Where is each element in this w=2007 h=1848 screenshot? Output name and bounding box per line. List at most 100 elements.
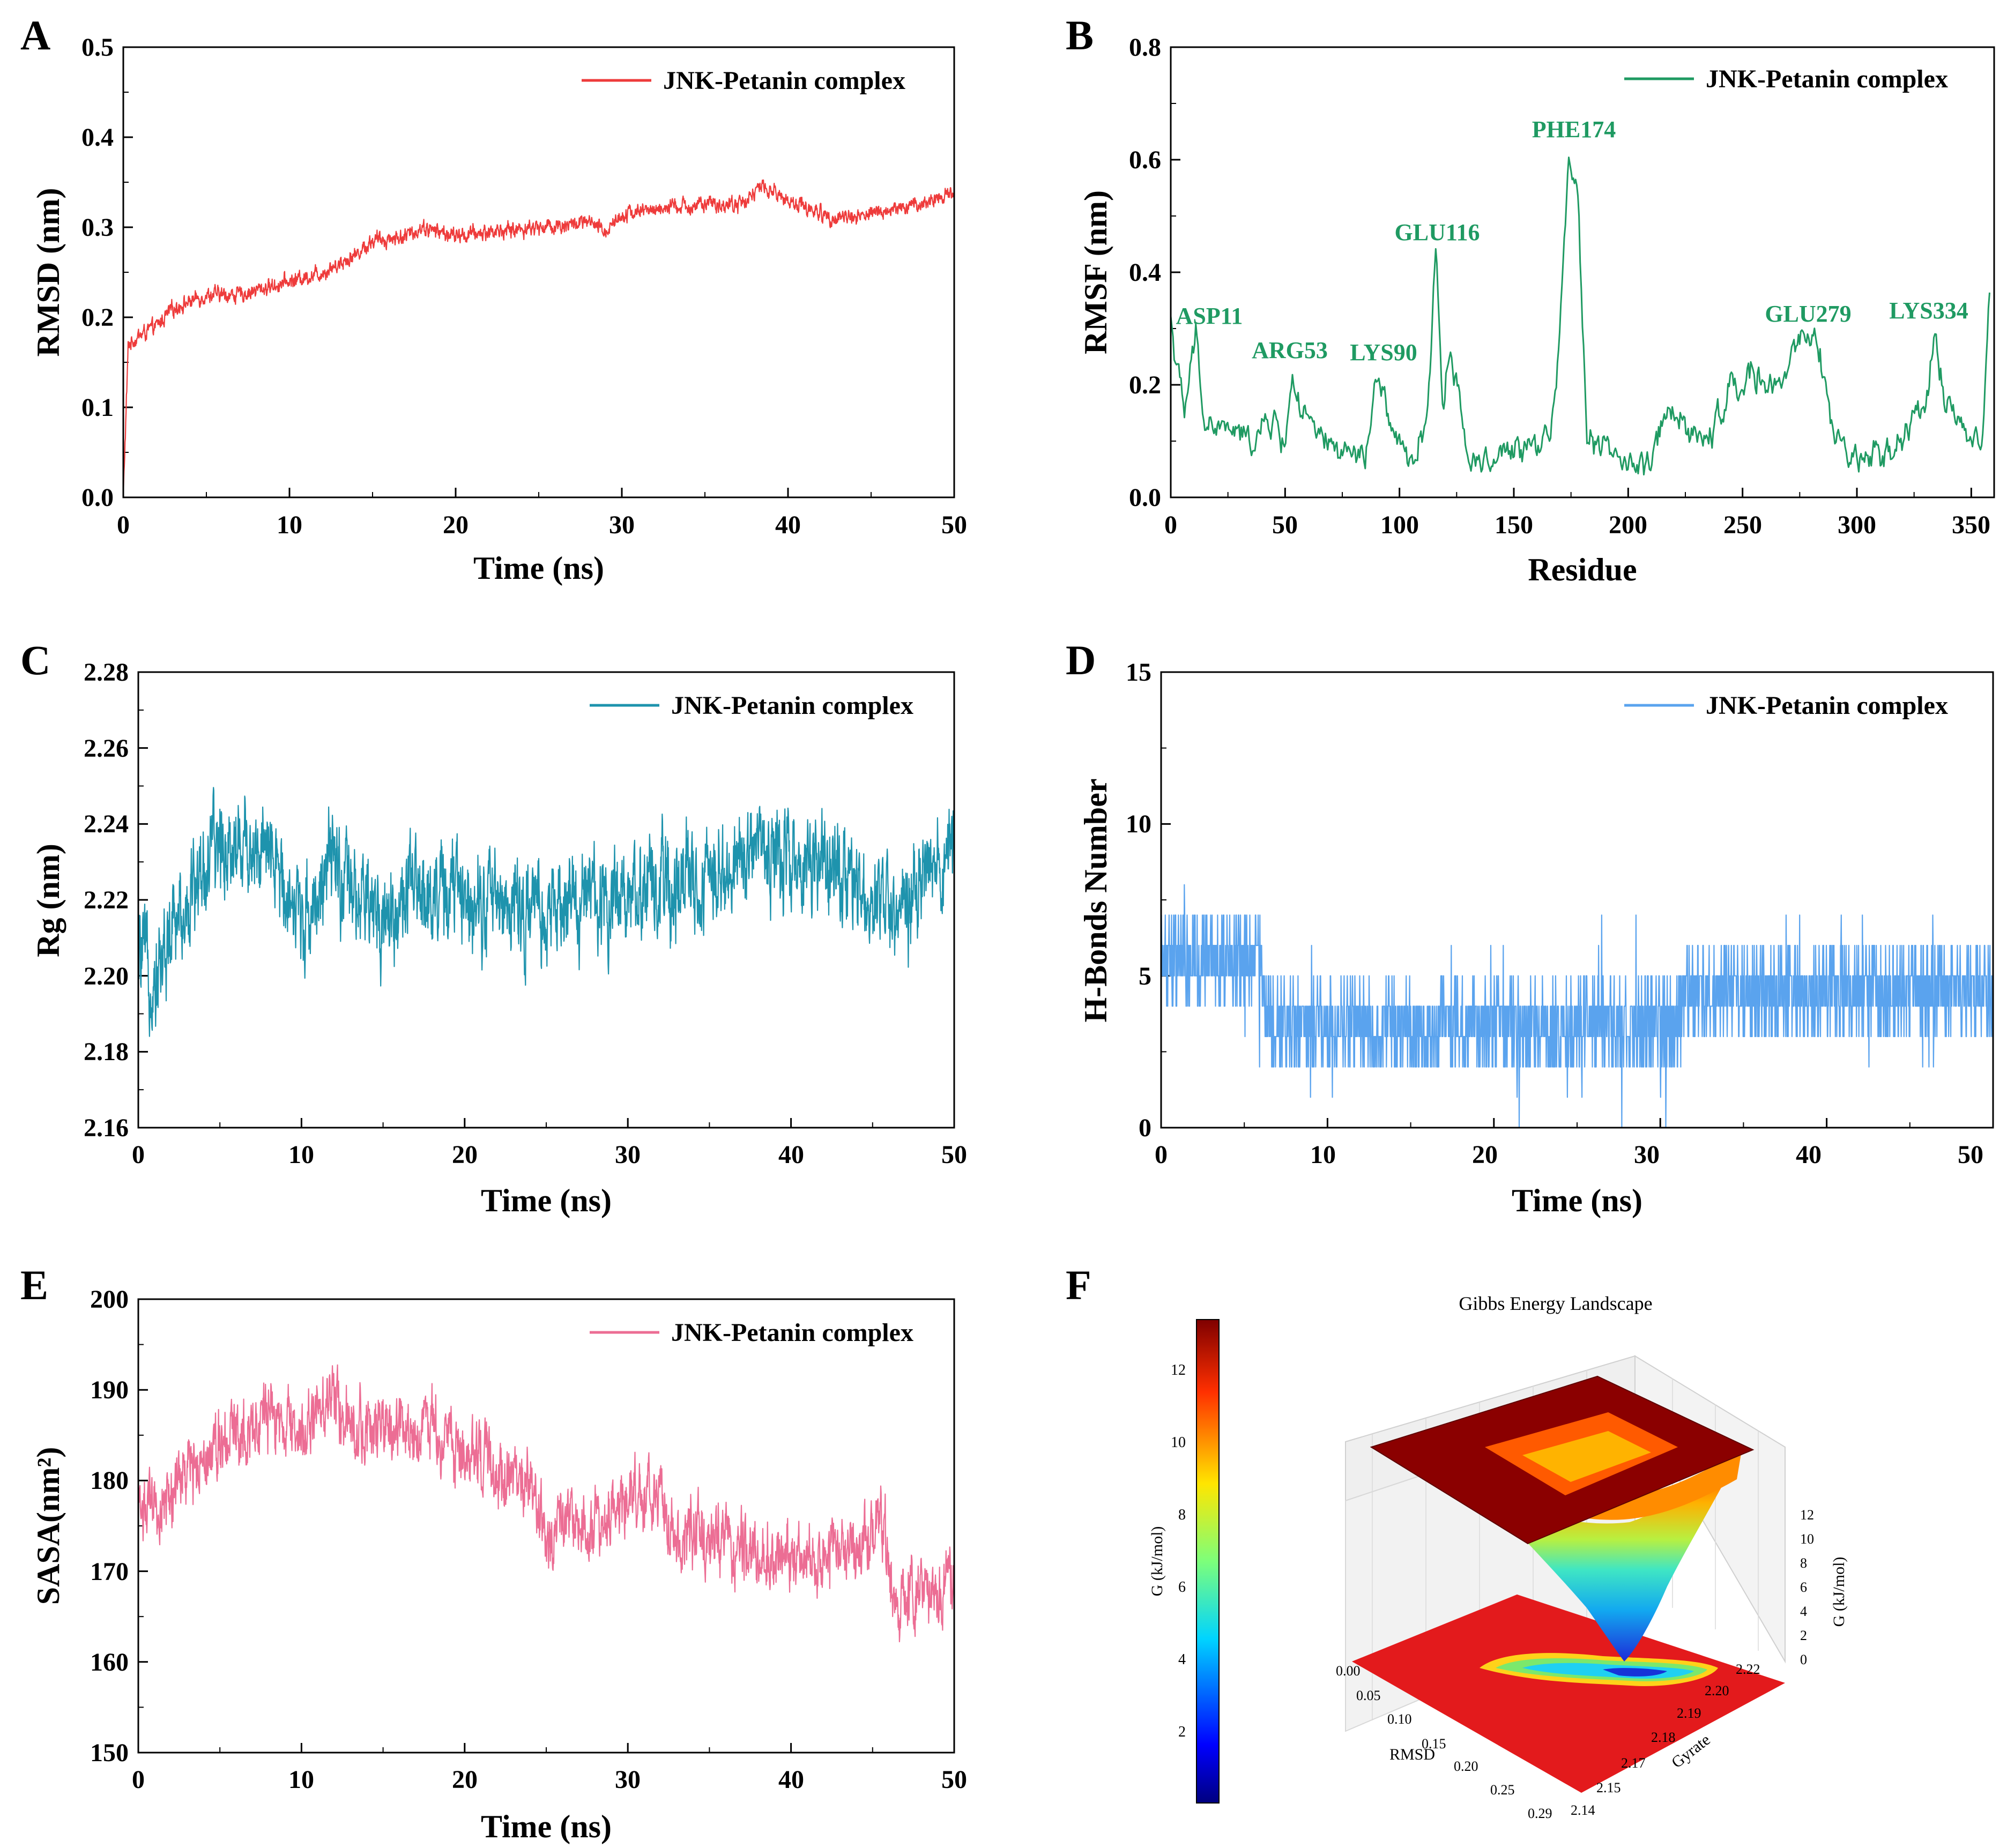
rmsd-tick: 0.10: [1387, 1711, 1412, 1727]
panel-b-xtick: 0: [1164, 511, 1177, 539]
panel-label-f: F: [1066, 1262, 1091, 1308]
panel-label-b: B: [1066, 12, 1094, 58]
annotation-phe174: PHE174: [1532, 116, 1616, 143]
panel-e-plot: [137, 1298, 955, 1754]
panel-e: 0 10 20 30 40 50 150 160 170 180 190 200…: [31, 1285, 967, 1844]
panel-d: 0 10 20 30 40 50 0 5 10 15 Time (ns) H-B…: [1078, 658, 1994, 1218]
colorbar-tick: 12: [1171, 1362, 1186, 1378]
colorbar: [1196, 1319, 1220, 1804]
panel-d-xtick: 30: [1634, 1141, 1660, 1169]
panel-c-ytick: 2.26: [84, 734, 129, 763]
panel-e-xtick: 20: [452, 1765, 478, 1794]
panel-c-ylabel: Rg (nm): [31, 844, 66, 957]
rmsd-tick: 0.05: [1356, 1688, 1381, 1703]
colorbar-label: G (kJ/mol): [1148, 1526, 1166, 1597]
rmsd-tick: 0.25: [1490, 1782, 1515, 1798]
panel-a-xtick: 50: [941, 511, 967, 539]
panel-a-xtick: 10: [277, 511, 302, 539]
panel-c-frame: [137, 671, 955, 1129]
panel-b-ytick: 0.6: [1129, 146, 1161, 174]
colorbar-tick: 2: [1178, 1724, 1186, 1740]
panel-e-ytick: 200: [90, 1285, 129, 1314]
panel-c-yticks: 2.16 2.18 2.20 2.22 2.24 2.26 2.28: [84, 658, 129, 1142]
panel-e-ytick: 150: [90, 1739, 129, 1767]
panel-c: 0 10 20 30 40 50 2.16 2.18 2.20 2.22 2.2…: [31, 658, 967, 1218]
panel-a-ytick: 0.3: [81, 213, 114, 242]
panel-label-e: E: [20, 1262, 48, 1308]
panel-c-plot: [137, 671, 955, 1129]
panel-e-ytick: 180: [90, 1466, 129, 1495]
panel-c-xtick: 30: [615, 1141, 641, 1169]
z-tick: 0: [1800, 1652, 1807, 1667]
panel-c-xtick: 0: [132, 1141, 145, 1169]
panel-e-xtick: 0: [132, 1765, 145, 1794]
panel-a-xlabel: Time (ns): [473, 550, 604, 586]
panel-d-xtick: 40: [1796, 1141, 1822, 1169]
panel-b-xtick: 300: [1838, 511, 1876, 539]
panel-b-legend: JNK-Petanin complex: [1706, 65, 1948, 93]
panel-c-xtick: 40: [778, 1141, 804, 1169]
rmsd-tick: 0.15: [1422, 1736, 1446, 1752]
panel-a-tickmarks: [122, 46, 955, 498]
panel-d-ylabel: H-Bonds Number: [1078, 778, 1113, 1022]
panel-b-xtick: 100: [1380, 511, 1419, 539]
panel-a-legend: JNK-Petanin complex: [663, 66, 905, 95]
panel-b-tickmarks: [1170, 46, 1972, 498]
z-tick: 10: [1800, 1531, 1814, 1547]
panel-e-xtick: 40: [778, 1765, 804, 1794]
panel-e-ytick: 160: [90, 1648, 129, 1676]
annotation-asp11: ASP11: [1176, 303, 1243, 329]
panel-c-xtick: 10: [288, 1141, 314, 1169]
panel-a-ytick: 0.0: [81, 483, 114, 512]
panel-e-frame: [137, 1298, 955, 1754]
panel-b-yticks: 0.0 0.2 0.4 0.6 0.8: [1129, 33, 1161, 512]
gyrate-axis-ticks: 2.14 2.15 2.17 2.18 2.19 2.20 2.22: [1571, 1661, 1760, 1818]
panel-b-xlabel: Residue: [1528, 552, 1637, 587]
plateau-hole-inner: [1522, 1431, 1651, 1482]
colorbar-tick: 6: [1178, 1579, 1186, 1596]
panel-a-ytick: 0.2: [81, 303, 114, 332]
panel-b-xtick: 250: [1723, 511, 1762, 539]
panel-a-yticks: 0.0 0.1 0.2 0.3 0.4 0.5: [81, 33, 114, 512]
gyrate-tick: 2.17: [1621, 1755, 1646, 1771]
panel-a-ytick: 0.4: [81, 123, 114, 152]
rmsd-tick: 0.00: [1336, 1663, 1361, 1679]
panel-a-xtick: 20: [443, 511, 469, 539]
panel-d-xtick: 10: [1310, 1141, 1336, 1169]
panel-c-xtick: 20: [452, 1141, 478, 1169]
panel-a-xtick: 0: [117, 511, 130, 539]
colorbar-tick: 4: [1178, 1651, 1186, 1668]
panel-b-xticks: 0 50 100 150 200 250 300 350: [1164, 511, 1990, 539]
panel-d-legend: JNK-Petanin complex: [1706, 691, 1948, 720]
panel-c-xticks: 0 10 20 30 40 50: [132, 1141, 967, 1169]
panel-e-xlabel: Time (ns): [481, 1809, 612, 1844]
panel-e-ylabel: SASA(nm²): [31, 1447, 66, 1605]
z-tick: 12: [1800, 1507, 1814, 1523]
panel-f: Gibbs Energy Landscape G (kJ/mol) 2 4 6 …: [1148, 1293, 1848, 1821]
panel-c-legend: JNK-Petanin complex: [671, 691, 913, 720]
panel-e-legend: JNK-Petanin complex: [671, 1318, 913, 1347]
panel-c-ytick: 2.20: [84, 962, 129, 990]
panel-e-xtick: 30: [615, 1765, 641, 1794]
panel-b-ylabel: RMSF (nm): [1078, 190, 1113, 354]
colorbar-tick: 8: [1178, 1507, 1186, 1523]
panel-d-xtick: 0: [1155, 1141, 1168, 1169]
annotation-lys90: LYS90: [1350, 339, 1417, 366]
panel-c-ytick: 2.22: [84, 886, 129, 914]
gyrate-tick: 2.15: [1596, 1780, 1621, 1795]
panel-a-plot: [122, 46, 955, 498]
panel-b-xtick: 50: [1272, 511, 1298, 539]
colorbar-tick: 10: [1171, 1434, 1186, 1451]
z-axis-label: G (kJ/mol): [1830, 1557, 1848, 1627]
gyrate-tick: 2.18: [1651, 1730, 1676, 1745]
panel-e-yticks: 150 160 170 180 190 200: [90, 1285, 129, 1767]
rmsd-tick: 0.29: [1528, 1806, 1552, 1821]
panel-a-ytick: 0.1: [81, 393, 114, 422]
panel-e-ytick: 190: [90, 1376, 129, 1404]
panel-e-ytick: 170: [90, 1558, 129, 1586]
gyrate-tick: 2.19: [1677, 1705, 1701, 1721]
z-axis-ticks: 0 2 4 6 8 10 12: [1800, 1507, 1814, 1667]
panel-d-ytick: 10: [1126, 810, 1151, 838]
panel-d-ytick: 5: [1139, 962, 1151, 990]
